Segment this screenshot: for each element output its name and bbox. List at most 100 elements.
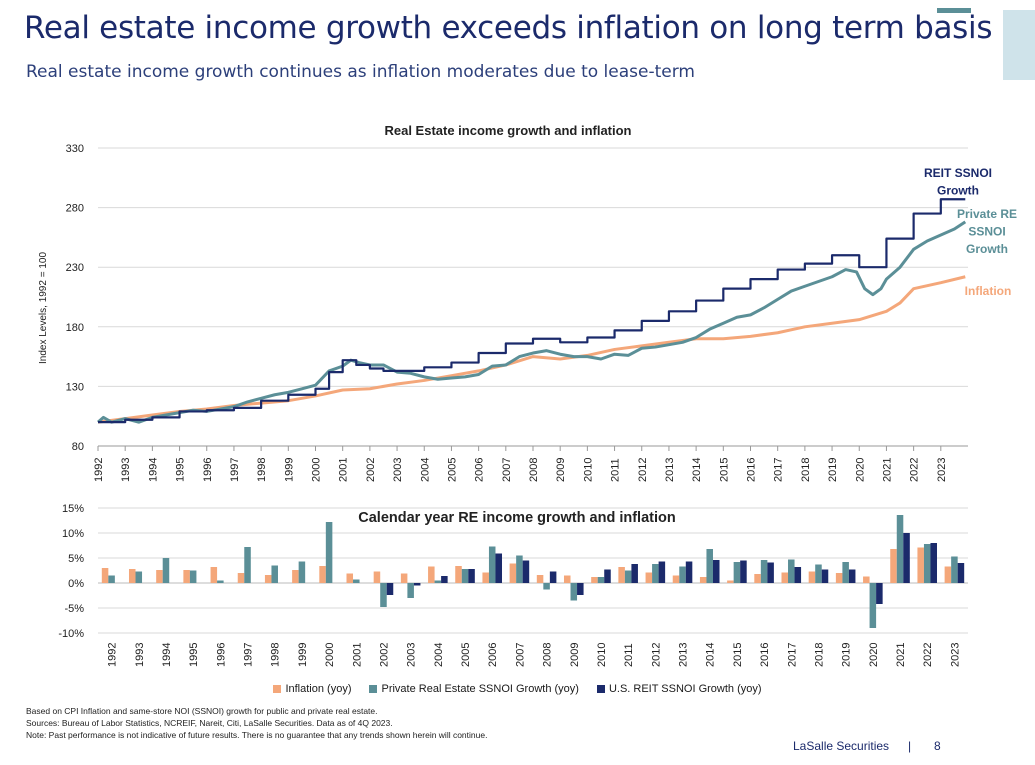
- bar-reit-2023: [957, 563, 965, 583]
- bar-chart-x-tick-label: 2013: [678, 643, 690, 667]
- bar-chart-x-tick-label: 2001: [351, 643, 363, 667]
- bar-private-2006: [488, 546, 496, 583]
- bar-private-2000: [325, 522, 333, 583]
- line-chart-x-tick-label: 1994: [147, 458, 159, 482]
- bar-reit-2015: [740, 560, 747, 583]
- line-chart-x-tick-label: 2004: [419, 458, 431, 482]
- bar-private-1995: [189, 570, 197, 583]
- bar-chart-x-tick-label: 2016: [759, 643, 771, 667]
- bar-inflation-2014: [699, 577, 707, 583]
- bar-private-2014: [706, 549, 713, 583]
- line-chart-x-tick-label: 2008: [528, 458, 540, 482]
- series-label-private: Growth: [966, 242, 1008, 256]
- line-chart-x-tick-label: 1996: [202, 458, 214, 482]
- bar-private-1997: [244, 547, 251, 583]
- bar-chart-x-tick-label: 2009: [569, 643, 581, 667]
- bar-private-1993: [135, 571, 143, 583]
- bar-private-2005: [461, 569, 469, 583]
- line-chart-y-tick-label: 130: [66, 381, 84, 393]
- bar-chart-bars: [101, 515, 965, 628]
- series-label-reit: Growth: [937, 184, 979, 198]
- line-chart-y-axis-label: Index Levels, 1992 = 100: [38, 252, 49, 364]
- legend-item-reit: U.S. REIT SSNOI Growth (yoy): [596, 683, 762, 695]
- bar-inflation-2012: [645, 572, 653, 583]
- bar-inflation-1993: [128, 569, 136, 583]
- line-chart-x-tick-label: 2014: [691, 458, 703, 482]
- bar-inflation-2004: [428, 566, 435, 583]
- bar-chart-x-tick-label: 2018: [813, 643, 825, 667]
- bar-inflation-2005: [455, 566, 462, 583]
- bar-chart-x-tick-label: 1992: [107, 643, 119, 667]
- bar-reit-2020: [876, 583, 883, 604]
- bar-inflation-1995: [183, 570, 190, 583]
- line-chart-y-tick-label: 280: [66, 203, 84, 215]
- footnote-basis: Based on CPI Inflation and same-store NO…: [26, 706, 378, 716]
- bar-chart-x-tick-label: 2015: [732, 643, 744, 667]
- bar-private-1992: [108, 575, 115, 583]
- bar-private-2007: [516, 555, 523, 583]
- line-chart-x-tick-label: 1992: [93, 458, 105, 482]
- bar-chart-x-tick-label: 2014: [705, 643, 717, 667]
- bar-inflation-2021: [890, 549, 897, 583]
- bar-chart-legend: Inflation (yoy) Private Real Estate SSNO…: [0, 683, 1035, 695]
- line-chart-x-tick-label: 2006: [474, 458, 486, 482]
- bar-reit-2021: [903, 533, 910, 583]
- corner-accent-tick: [937, 8, 971, 13]
- bar-inflation-2020: [863, 576, 870, 583]
- bar-private-2015: [733, 562, 741, 583]
- page-title: Real estate income growth exceeds inflat…: [24, 10, 993, 46]
- bar-reit-2010: [604, 569, 611, 583]
- legend-label-inflation: Inflation (yoy): [285, 683, 352, 695]
- bar-chart-x-tick-label: 1997: [243, 643, 255, 667]
- line-chart-series: [97, 198, 967, 424]
- line-chart-y-tick-label: 180: [66, 322, 84, 334]
- bar-private-1999: [298, 561, 306, 583]
- bar-chart-x-tick-label: 1999: [297, 643, 309, 667]
- bar-inflation-1998: [264, 575, 272, 583]
- bar-reit-2011: [631, 564, 638, 583]
- corner-accent-bar: [1003, 10, 1035, 80]
- bar-inflation-2022: [917, 547, 924, 583]
- bar-inflation-2000: [319, 566, 326, 583]
- bar-chart-x-tick-label: 2023: [949, 643, 961, 667]
- bar-inflation-1994: [156, 570, 163, 583]
- bar-chart: -10%-5%0%5%10%15% 1992 1993 1994 1995 1996 19…: [58, 503, 968, 667]
- bar-private-2023: [951, 556, 958, 583]
- bar-chart-x-tick-label: 1998: [270, 643, 282, 667]
- bar-private-1996: [217, 580, 224, 583]
- bar-reit-2007: [522, 560, 530, 583]
- bar-private-2009: [570, 583, 578, 601]
- line-chart-y-tick-label: 330: [66, 143, 84, 155]
- bar-chart-x-tick-label: 2017: [786, 643, 798, 667]
- line-chart-x-tick-label: 2012: [637, 458, 649, 482]
- line-chart-x-tick-label: 2007: [501, 458, 513, 482]
- bar-chart-x-tick-label: 2004: [433, 643, 445, 667]
- bar-inflation-2010: [591, 577, 598, 583]
- series-label-private: SSNOI: [968, 225, 1005, 239]
- bar-inflation-2011: [618, 567, 625, 583]
- line-series-inflation: [97, 275, 966, 424]
- bar-private-2008: [543, 583, 550, 590]
- bar-chart-x-tick-label: 2022: [922, 643, 934, 667]
- bar-inflation-2008: [536, 575, 544, 583]
- line-chart-x-tick-label: 2021: [881, 458, 893, 482]
- line-chart-x-tick-label: 2009: [555, 458, 567, 482]
- bar-chart-y-tick-label: -5%: [64, 603, 84, 615]
- line-chart-x-tick-label: 2002: [365, 458, 377, 482]
- bar-private-2011: [624, 570, 632, 583]
- legend-item-inflation: Inflation (yoy): [273, 683, 351, 695]
- bar-reit-2009: [577, 583, 584, 595]
- bar-reit-2018: [821, 569, 829, 583]
- line-chart-x-tick-label: 2010: [582, 458, 594, 482]
- line-chart-x-tick-label: 2016: [746, 458, 758, 482]
- bar-inflation-2002: [373, 571, 381, 583]
- page-subtitle: Real estate income growth continues as i…: [26, 62, 695, 82]
- bar-chart-gridlines: [98, 507, 968, 634]
- line-chart-y-ticks: 80 130 180 230 280 330: [66, 143, 84, 453]
- page-number: 8: [934, 739, 941, 753]
- bar-chart-x-tick-label: 2010: [596, 643, 608, 667]
- legend-swatch-inflation: [273, 685, 282, 693]
- bar-chart-x-tick-label: 2008: [542, 643, 554, 667]
- legend-item-private: Private Real Estate SSNOI Growth (yoy): [369, 683, 579, 695]
